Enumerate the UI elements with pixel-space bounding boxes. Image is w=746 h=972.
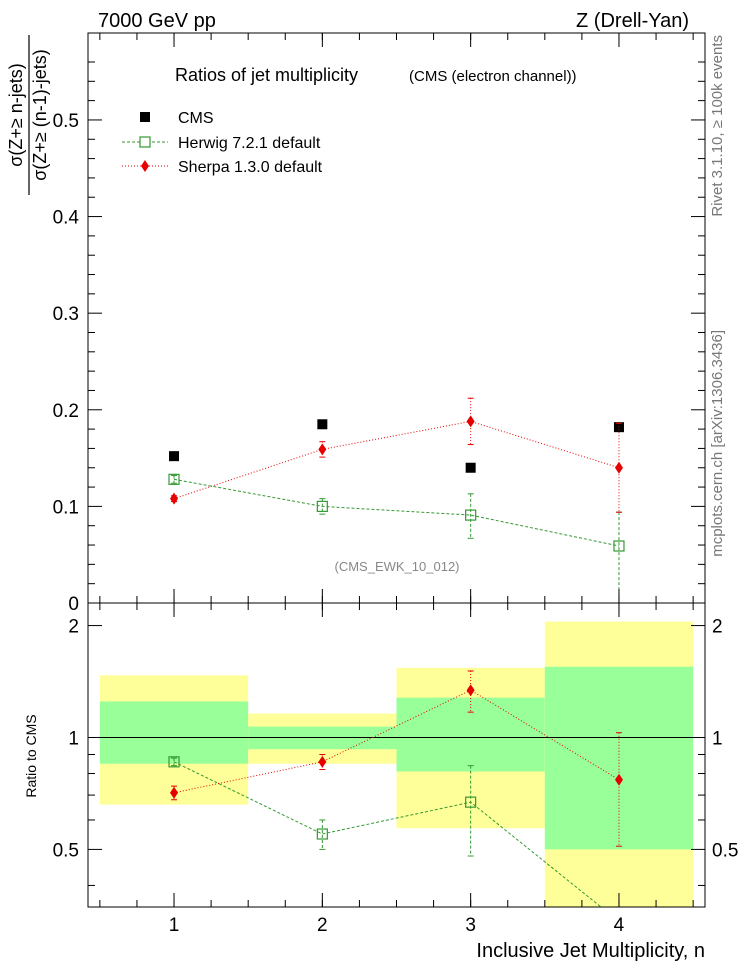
main-y-tick-label: 0.1 [53,497,79,518]
ratio-panel: 0.5 0.5 1 1 2 2 1 2 3 4 Ratio to CMS Inclusive Je… [23,602,738,962]
main-point-herwig-n4 [613,540,625,552]
legend-sherpa-label: Sherpa 1.3.0 default [178,159,323,176]
main-point-sherpa-n1 [170,492,179,505]
ratio-y-tick-label-left: 1 [68,728,79,749]
main-line-herwig [173,478,620,547]
main-point-cms-n1 [169,451,180,462]
ratio-y-axis-label: Ratio to CMS [23,714,39,797]
mcplots-label: mcplots.cern.ch [arXiv:1306.3436] [709,330,726,557]
x-tick-label: 3 [465,915,476,936]
analysis-tag: (CMS_EWK_10_012) [335,559,460,574]
x-tick-label: 4 [614,915,625,936]
legend-herwig-marker [139,136,151,148]
ratio-y-tick-label-left: 2 [68,617,79,638]
ratio-y-tick-label-right: 2 [712,617,723,638]
ratio-line-sherpa [173,689,620,794]
legend-cms-marker [140,112,150,122]
x-tick-label: 2 [317,915,328,936]
ratio-band-inner-3 [396,697,545,772]
main-y-tick-label: 0.2 [53,401,79,422]
x-tick-label: 1 [169,915,180,936]
header-left: 7000 GeV pp [98,10,216,32]
legend-herwig-label: Herwig 7.2.1 default [178,135,321,152]
ratio-point-herwig-n2 [316,828,328,840]
main-y-tick-label: 0.5 [53,111,79,132]
plot-title: Ratios of jet multiplicity [175,65,358,85]
ratio-point-sherpa-n1 [170,786,179,799]
legend-cms-label: CMS [178,110,214,127]
main-point-sherpa-n2 [318,443,327,456]
main-point-herwig-n2 [316,500,328,512]
ratio-point-herwig-n3 [465,796,477,808]
ratio-y-tick-label-right: 1 [712,728,723,749]
ratio-point-sherpa-n4 [614,773,623,786]
ratio-band-inner-1 [99,701,249,764]
ratio-point-sherpa-n3 [466,684,475,697]
main-line-sherpa [173,420,620,500]
ratio-y-tick-label-left: 0.5 [53,840,79,861]
main-point-herwig-n1 [168,473,180,485]
ratio-band-inner-4 [544,666,694,850]
x-axis-label: Inclusive Jet Multiplicity, n [476,940,705,962]
main-point-cms-n2 [317,419,328,430]
main-y-tick-label: 0.3 [53,304,79,325]
ratio-point-herwig-n1 [168,756,180,768]
main-point-sherpa-n4 [614,461,623,474]
main-y-tick-label: 0.4 [53,208,80,229]
y-label-numerator: σ(Z+≥ n-jets) [6,63,26,167]
main-point-sherpa-n3 [466,415,475,428]
ratio-y-tick-label-right: 0.5 [712,840,738,861]
rivet-version-label: Rivet 3.1.10, ≥ 100k events [709,35,726,217]
header-right: Z (Drell-Yan) [576,10,689,32]
ratio-point-sherpa-n2 [318,755,327,768]
plot-subtitle: (CMS (electron channel)) [409,68,577,85]
main-panel: 0 0.1 0.2 0.3 0.4 0.5 Ratios of jet multiplic… [6,32,706,615]
legend: CMS Herwig 7.2.1 default Sherpa 1.3.0 de… [122,110,323,176]
ratio-line-herwig [173,761,602,908]
main-y-tick-label: 0 [68,594,79,615]
legend-sherpa-marker [141,160,149,172]
y-label-denominator: σ(Z+≥ (n-1)-jets) [30,49,50,181]
main-point-cms-n3 [465,462,476,473]
main-point-herwig-n3 [465,509,477,521]
main-y-axis-label: σ(Z+≥ n-jets) σ(Z+≥ (n-1)-jets) [6,35,50,195]
